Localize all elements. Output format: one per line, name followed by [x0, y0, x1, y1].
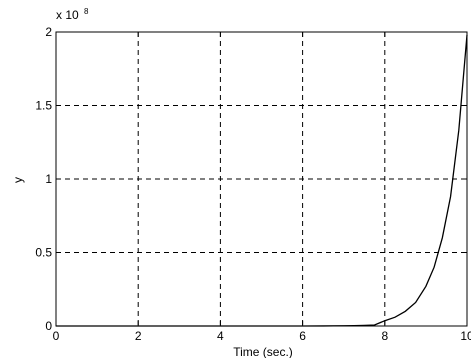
y-axis-label: y: [11, 177, 25, 183]
y-tick-label: 2: [45, 25, 52, 39]
y-tick-label: 0.5: [35, 246, 52, 260]
y-tick-label: 0: [45, 319, 52, 333]
y-scale-exponent-label: x 10: [56, 8, 79, 22]
y-tick-label: 1: [45, 172, 52, 186]
x-tick-label: 10: [460, 329, 471, 343]
x-axis-label: Time (sec.): [233, 345, 293, 358]
axis-ticks: [55, 31, 468, 327]
x-tick-label: 6: [299, 329, 306, 343]
grid-lines: [56, 32, 467, 326]
x-tick-label: 4: [217, 329, 224, 343]
x-tick-label: 0: [53, 329, 60, 343]
x-tick-label: 2: [135, 329, 142, 343]
y-tick-label: 1.5: [35, 99, 52, 113]
plot-area: [55, 31, 468, 327]
y-scale-exponent-power: 8: [84, 7, 89, 16]
x-tick-label: 8: [381, 329, 388, 343]
series-line: [56, 34, 468, 327]
tick-labels: 0 2 4 6 8 10 0 0.5 1 1.5 2: [35, 25, 471, 343]
